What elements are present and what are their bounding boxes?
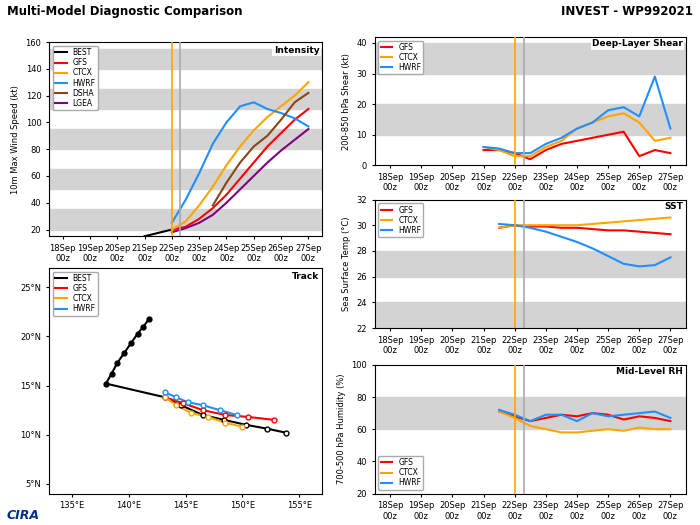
Bar xyxy=(374,397,686,429)
Text: INVEST - WP992021: INVEST - WP992021 xyxy=(561,5,693,18)
Text: CIRA: CIRA xyxy=(7,509,40,522)
Legend: BEST, GFS, CTCX, HWRF, DSHA, LGEA: BEST, GFS, CTCX, HWRF, DSHA, LGEA xyxy=(52,46,98,110)
Bar xyxy=(374,251,686,277)
Legend: GFS, CTCX, HWRF: GFS, CTCX, HWRF xyxy=(378,203,423,237)
Y-axis label: 10m Max Wind Speed (kt): 10m Max Wind Speed (kt) xyxy=(11,85,20,194)
Bar xyxy=(49,129,322,149)
Y-axis label: 700-500 hPa Humidity (%): 700-500 hPa Humidity (%) xyxy=(337,374,346,485)
Bar xyxy=(374,43,686,74)
Text: Mid-Level RH: Mid-Level RH xyxy=(616,368,683,376)
Bar xyxy=(49,89,322,109)
Text: Deep-Layer Shear: Deep-Layer Shear xyxy=(592,39,683,48)
Legend: BEST, GFS, CTCX, HWRF: BEST, GFS, CTCX, HWRF xyxy=(52,271,98,316)
Legend: GFS, CTCX, HWRF: GFS, CTCX, HWRF xyxy=(378,456,423,490)
Bar xyxy=(49,49,322,69)
Text: SST: SST xyxy=(664,202,683,211)
Text: Track: Track xyxy=(292,272,319,281)
Text: Intensity: Intensity xyxy=(274,46,319,55)
Y-axis label: Sea Surface Temp (°C): Sea Surface Temp (°C) xyxy=(342,216,351,311)
Bar xyxy=(374,302,686,328)
Bar xyxy=(49,169,322,190)
Bar xyxy=(374,104,686,135)
Y-axis label: 200-850 hPa Shear (kt): 200-850 hPa Shear (kt) xyxy=(342,52,351,150)
Legend: GFS, CTCX, HWRF: GFS, CTCX, HWRF xyxy=(378,40,423,75)
Bar xyxy=(49,209,322,229)
Text: Multi-Model Diagnostic Comparison: Multi-Model Diagnostic Comparison xyxy=(7,5,242,18)
